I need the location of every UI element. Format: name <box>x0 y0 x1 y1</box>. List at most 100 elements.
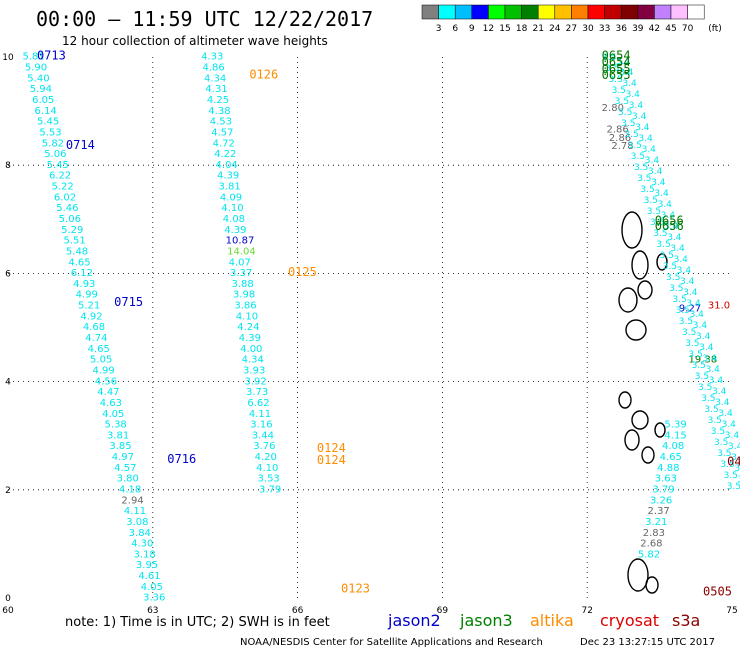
data-point-label: 4.57 <box>211 127 233 138</box>
track-value-glyph: 3.5 <box>653 229 667 239</box>
data-point-label: 4.15 <box>664 430 686 441</box>
data-point-label: 5.21 <box>78 301 100 312</box>
data-point-label: 3.79 <box>259 485 281 496</box>
data-point-label: 6.02 <box>54 192 76 203</box>
y-tick-label: 4 <box>5 378 11 388</box>
scale-label: 39 <box>632 24 644 34</box>
data-point-label: 4.34 <box>242 355 264 366</box>
data-point-label: 4.09 <box>220 192 242 203</box>
x-tick-label: 63 <box>147 606 158 616</box>
track-value-glyph: 3.5 <box>708 416 722 426</box>
data-point-label: 3.95 <box>136 560 158 571</box>
scale-label: 36 <box>615 24 627 34</box>
data-point-label: 5.90 <box>25 63 47 74</box>
track-value-glyph: 3.4 <box>629 101 644 111</box>
x-tick-label: 72 <box>581 606 592 616</box>
track-value-glyph: 3.4 <box>677 266 692 276</box>
track-value-glyph: 3.5 <box>624 130 638 140</box>
data-point-label: 4.33 <box>201 52 223 63</box>
track-value-glyph: 3.4 <box>674 255 689 265</box>
pass-label: 0655 <box>602 68 631 82</box>
track-value-glyph: 3.4 <box>616 57 631 67</box>
data-point-label: 2.86 <box>609 133 631 144</box>
data-point-label: 19.38 <box>689 355 718 366</box>
track-value-glyph: 3.4 <box>683 288 698 298</box>
track-value-glyph: 3.5 <box>682 328 696 338</box>
scale-label: 42 <box>649 24 660 34</box>
data-point-label: 4.22 <box>214 149 236 160</box>
footer-stamp: Dec 23 13:27:15 UTC 2017 <box>580 637 715 648</box>
track-value-glyph: 3.4 <box>690 310 705 320</box>
island-outline <box>624 429 640 451</box>
data-point-label: 3.81 <box>218 182 240 193</box>
data-point-label: 4.00 <box>240 344 262 355</box>
track-value-glyph: 3.5 <box>650 218 664 228</box>
data-point-label: 3.92 <box>245 376 267 387</box>
track-value-glyph: 3.4 <box>712 387 727 397</box>
data-point-label: 4.34 <box>204 73 226 84</box>
data-point-label: 4.31 <box>205 84 227 95</box>
data-point-label: 5.46 <box>56 203 78 214</box>
track-value-glyph: 3.4 <box>619 68 634 78</box>
pass-label: 0655 <box>602 62 631 76</box>
data-point-label: 6.12 <box>71 268 93 279</box>
track-value-glyph: 3.5 <box>656 240 670 250</box>
pass-label: 0656 <box>655 219 684 233</box>
data-point-label: 3.26 <box>650 495 672 506</box>
data-point-label: 6.05 <box>32 95 54 106</box>
legend: jason2 jason3 altika cryosat s3a <box>387 611 700 630</box>
x-tick-label: 66 <box>292 606 304 616</box>
data-point-label: 4.07 <box>229 257 251 268</box>
data-point-label: 4.39 <box>224 225 246 236</box>
track-value-glyph: 3.4 <box>702 354 717 364</box>
scale-label: 24 <box>549 24 561 34</box>
data-point-label: 4.86 <box>203 63 225 74</box>
track-value-glyph: 3.5 <box>605 64 619 74</box>
island-outline <box>631 250 649 280</box>
data-point-label: 5.81 <box>22 52 44 63</box>
data-point-label: 4.11 <box>249 409 271 420</box>
track-value-glyph: 3.5 <box>618 108 632 118</box>
scale-swatch <box>670 4 688 20</box>
data-point-label: 2.86 <box>607 125 629 136</box>
pass-label: 0654 <box>602 55 631 69</box>
footer-credit: NOAA/NESDIS Center for Satellite Applica… <box>240 637 543 648</box>
scale-label: 21 <box>532 24 543 34</box>
legend-s3a: s3a <box>672 611 700 630</box>
scale-swatch <box>504 4 522 20</box>
scale-swatch <box>620 4 639 20</box>
data-point-label: 4.04 <box>216 160 238 171</box>
data-point-label: 4.08 <box>662 441 684 452</box>
data-point-label: 4.39 <box>217 171 239 182</box>
data-point-label: 5.82 <box>42 138 64 149</box>
track-value-glyph: 3.5 <box>608 75 622 85</box>
track-value-glyph: 3.4 <box>709 376 724 386</box>
pass-label: 04 <box>727 454 740 468</box>
track-value-glyph: 3.5 <box>676 306 690 316</box>
data-point-label: 4.24 <box>237 322 259 333</box>
data-point-label: 6.14 <box>35 106 57 117</box>
data-point-label: 2.94 <box>121 495 143 506</box>
footer-note: note: 1) Time is in UTC; 2) SWH is in fe… <box>65 615 330 630</box>
data-point-label: 3.76 <box>253 441 275 452</box>
scale-label: 6 <box>452 24 458 34</box>
scale-swatch <box>521 4 539 20</box>
track-value-glyph: 3.5 <box>637 174 651 184</box>
data-point-label: 3.85 <box>109 441 131 452</box>
track-value-glyph: 3.5 <box>615 97 629 107</box>
track-value-glyph: 3.4 <box>642 145 657 155</box>
track-value-glyph: 3.5 <box>647 207 661 217</box>
track-value-glyph: 3.5 <box>628 141 642 151</box>
data-point-label: 5.82 <box>638 549 660 560</box>
track-value-glyph: 3.5 <box>640 185 654 195</box>
scale-unit: (ft) <box>708 24 722 34</box>
data-point-label: 3.80 <box>117 474 139 485</box>
series-jason2: 5.815.905.405.946.056.145.455.535.825.06… <box>22 52 165 604</box>
data-point-label: 4.72 <box>213 138 235 149</box>
track-value-glyph: 3.5 <box>612 86 626 96</box>
scale-swatch <box>554 4 572 20</box>
track-value-glyph: 3.5 <box>692 361 706 371</box>
data-point-label: 4.11 <box>124 506 146 517</box>
data-point-label: 3.21 <box>645 517 667 528</box>
